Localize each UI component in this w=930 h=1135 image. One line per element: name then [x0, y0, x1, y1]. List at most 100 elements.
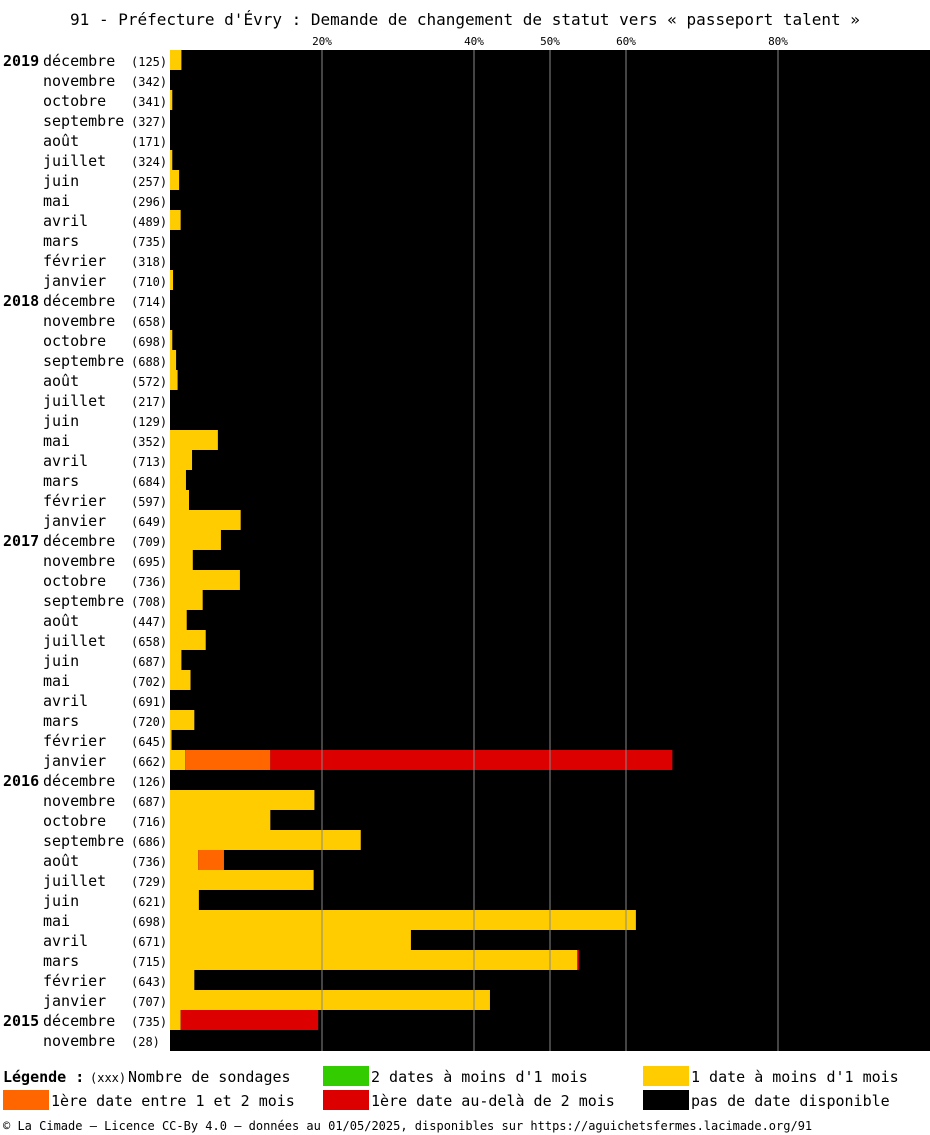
count-label: (318) — [131, 255, 167, 269]
bar-segment-yellow — [170, 570, 240, 590]
count-label: (129) — [131, 415, 167, 429]
bar-segment-yellow — [170, 450, 193, 470]
count-label: (341) — [131, 95, 167, 109]
month-label: juillet — [43, 872, 106, 890]
count-label: (698) — [131, 335, 167, 349]
month-label: septembre — [43, 352, 124, 370]
month-label: novembre — [43, 792, 115, 810]
month-label: juin — [43, 652, 79, 670]
bar-segment-yellow — [170, 530, 221, 550]
bar-segment-yellow — [170, 170, 180, 190]
count-label: (658) — [131, 315, 167, 329]
count-label: (695) — [131, 555, 167, 569]
month-label: mars — [43, 472, 79, 490]
count-label: (324) — [131, 155, 167, 169]
legend-label-none: pas de date disponible — [691, 1092, 890, 1110]
count-label: (126) — [131, 775, 167, 789]
month-label: janvier — [43, 992, 106, 1010]
bar-segment-yellow — [170, 870, 314, 890]
bar-segment-yellow — [170, 830, 361, 850]
month-label: novembre — [43, 72, 115, 90]
count-label: (658) — [131, 635, 167, 649]
month-label: mars — [43, 712, 79, 730]
count-label: (710) — [131, 275, 167, 289]
count-label: (698) — [131, 915, 167, 929]
count-label: (736) — [131, 575, 167, 589]
bar-segment-yellow — [170, 370, 178, 390]
bar-segment-yellow — [170, 950, 578, 970]
month-label: janvier — [43, 272, 106, 290]
bar-segment-yellow — [170, 550, 193, 570]
count-label: (708) — [131, 595, 167, 609]
month-label: février — [43, 492, 106, 510]
x-tick-label: 40% — [464, 35, 484, 48]
legend-swatch-yellow — [643, 1066, 689, 1086]
month-label: février — [43, 732, 106, 750]
count-label: (720) — [131, 715, 167, 729]
count-label: (296) — [131, 195, 167, 209]
month-label: décembre — [43, 772, 115, 790]
year-label: 2015 — [3, 1012, 39, 1030]
month-label: janvier — [43, 512, 106, 530]
year-label: 2018 — [3, 292, 39, 310]
count-label: (342) — [131, 75, 167, 89]
legend-count-marker: (xxx) — [90, 1071, 126, 1085]
month-label: juillet — [43, 392, 106, 410]
bar-segment-orange — [185, 750, 271, 770]
bars-layer — [170, 50, 673, 1030]
chart-title: 91 - Préfecture d'Évry : Demande de chan… — [70, 10, 860, 29]
bar-segment-yellow — [170, 970, 195, 990]
count-label: (621) — [131, 895, 167, 909]
bar-segment-yellow — [170, 590, 203, 610]
month-label: juin — [43, 412, 79, 430]
bar-segment-yellow — [170, 810, 271, 830]
count-label: (687) — [131, 655, 167, 669]
month-label: octobre — [43, 332, 106, 350]
month-label: février — [43, 972, 106, 990]
count-label: (649) — [131, 515, 167, 529]
bar-segment-yellow — [170, 650, 182, 670]
month-label: octobre — [43, 92, 106, 110]
bar-segment-yellow — [170, 330, 173, 350]
bar-segment-yellow — [170, 670, 191, 690]
count-label: (709) — [131, 535, 167, 549]
bar-segment-yellow — [170, 990, 490, 1010]
bar-segment-yellow — [170, 210, 181, 230]
bar-segment-red — [577, 950, 579, 970]
month-label: janvier — [43, 752, 106, 770]
count-label: (713) — [131, 455, 167, 469]
month-label: avril — [43, 212, 88, 230]
bar-segment-yellow — [170, 910, 636, 930]
legend-swatch-green — [323, 1066, 369, 1086]
bar-segment-yellow — [170, 630, 206, 650]
legend-label-orange: 1ère date entre 1 et 2 mois — [51, 1092, 295, 1110]
bar-segment-yellow — [170, 610, 187, 630]
legend-swatch-none — [643, 1090, 689, 1110]
count-label: (662) — [131, 755, 167, 769]
count-label: (687) — [131, 795, 167, 809]
count-label: (572) — [131, 375, 167, 389]
x-tick-label: 50% — [540, 35, 560, 48]
count-label: (735) — [131, 235, 167, 249]
year-label: 2017 — [3, 532, 39, 550]
bar-segment-yellow — [170, 350, 177, 370]
year-label: 2016 — [3, 772, 39, 790]
count-label: (688) — [131, 355, 167, 369]
x-tick-label: 60% — [616, 35, 636, 48]
month-label: septembre — [43, 592, 124, 610]
month-label: décembre — [43, 532, 115, 550]
count-label: (257) — [131, 175, 167, 189]
month-label: décembre — [43, 292, 115, 310]
month-label: mai — [43, 432, 70, 450]
month-label: juin — [43, 172, 79, 190]
row-labels: 2019 décembre (125)novembre (342)octobre (34… — [3, 52, 167, 1050]
count-label: (643) — [131, 975, 167, 989]
count-label: (597) — [131, 495, 167, 509]
month-label: décembre — [43, 1012, 115, 1030]
grid-lines — [321, 50, 779, 1051]
month-label: août — [43, 132, 79, 150]
month-label: septembre — [43, 832, 124, 850]
count-label: (686) — [131, 835, 167, 849]
bar-segment-yellow — [170, 890, 199, 910]
